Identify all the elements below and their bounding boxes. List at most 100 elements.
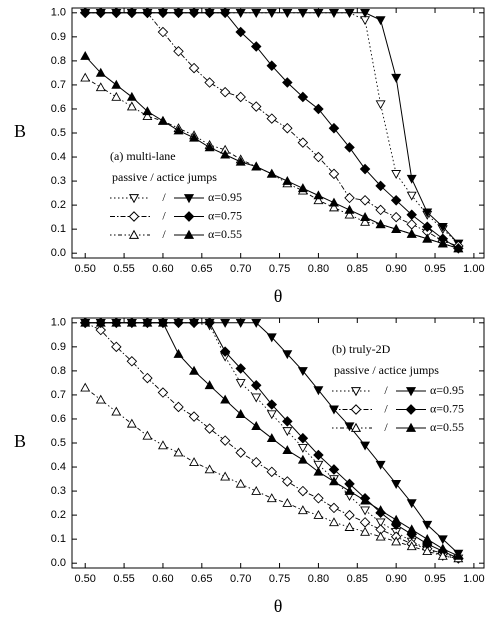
active-marker (422, 233, 433, 243)
active-marker (204, 7, 215, 19)
active-marker (390, 195, 402, 206)
passive-marker (251, 393, 262, 403)
legend-passive-marker (350, 387, 362, 397)
x-tick-label: 0.50 (75, 263, 96, 275)
passive-marker (313, 151, 324, 163)
active-marker (313, 386, 324, 396)
active-marker (250, 380, 262, 391)
active-marker (235, 26, 246, 38)
active-marker (173, 317, 184, 329)
passive-line (84, 77, 459, 249)
passive-marker (235, 478, 246, 488)
passive-marker (235, 91, 246, 103)
passive-marker (126, 356, 138, 367)
passive-marker (313, 195, 324, 205)
passive-marker (219, 435, 231, 446)
active-marker (251, 161, 262, 171)
legend-active-marker (183, 194, 195, 204)
passive-marker (157, 26, 169, 38)
passive-marker (297, 137, 309, 148)
y-tick-label: 0.7 (51, 79, 66, 91)
passive-marker (220, 471, 231, 481)
legend-separator: / (384, 420, 388, 434)
active-marker (437, 535, 448, 545)
active-marker (266, 8, 277, 18)
active-marker (375, 180, 386, 192)
active-marker (266, 399, 278, 410)
passive-marker (204, 77, 215, 88)
passive-marker (95, 82, 106, 92)
active-marker (453, 550, 464, 560)
active-marker (235, 363, 246, 374)
x-tick-label: 0.60 (152, 573, 173, 585)
active-marker (329, 197, 339, 207)
active-marker (79, 7, 91, 19)
passive-marker (406, 219, 417, 230)
active-marker (375, 219, 386, 229)
active-marker (251, 318, 262, 328)
active-marker (204, 142, 215, 152)
legend-separator: / (162, 190, 166, 204)
x-tick-label: 0.70 (230, 573, 251, 585)
passive-marker (390, 211, 402, 223)
active-marker (297, 8, 308, 18)
passive-marker (266, 410, 277, 420)
y-tick-label: 0.4 (51, 461, 66, 473)
x-tick-label: 0.75 (269, 573, 290, 585)
passive-marker (266, 466, 278, 478)
y-tick-label: 0.6 (51, 413, 66, 425)
active-marker (204, 380, 215, 390)
active-marker (189, 365, 200, 375)
active-marker (95, 317, 106, 327)
y-tick-label: 0.1 (51, 223, 66, 235)
passive-marker (142, 430, 153, 440)
active-marker (360, 8, 371, 18)
passive-marker (329, 202, 339, 212)
legend-title: passive / actice jumps (112, 170, 217, 184)
passive-marker (95, 324, 107, 336)
legend-passive-marker (128, 229, 140, 239)
active-marker (235, 409, 246, 418)
x-tick-label: 0.55 (113, 573, 134, 585)
passive-line (85, 12, 459, 247)
passive-marker (297, 443, 308, 453)
active-marker (437, 238, 448, 248)
y-tick-label: 0.8 (51, 55, 66, 67)
passive-marker (375, 204, 386, 216)
passive-marker (266, 493, 277, 503)
active-marker (375, 505, 386, 515)
x-tick-label: 1.00 (463, 573, 484, 585)
x-tick-label: 0.80 (308, 263, 329, 275)
active-line (85, 12, 459, 249)
active-marker (95, 7, 107, 19)
x-tick-label: 0.55 (113, 263, 134, 275)
active-marker (235, 318, 246, 328)
active-marker (360, 212, 371, 221)
active-marker (142, 106, 153, 116)
active-marker (251, 8, 262, 18)
active-marker (251, 421, 262, 430)
active-marker (406, 228, 417, 238)
passive-marker (297, 505, 308, 515)
passive-marker (313, 493, 324, 504)
passive-marker (328, 168, 340, 180)
active-marker (173, 348, 184, 358)
active-marker (157, 317, 168, 327)
x-tick-label: 0.65 (191, 573, 212, 585)
passive-marker (360, 216, 371, 226)
passive-marker (235, 379, 246, 389)
legend-active-marker (405, 422, 417, 432)
active-marker (282, 77, 293, 88)
active-marker (344, 142, 355, 153)
active-marker (173, 125, 184, 135)
active-marker (328, 122, 340, 134)
legend-active-marker (183, 229, 195, 239)
y-tick-label: 0.2 (51, 199, 66, 211)
passive-marker (126, 418, 137, 428)
legend-active-marker (183, 211, 195, 222)
active-marker (344, 485, 355, 495)
active-marker (391, 514, 402, 524)
legend-label: α=0.75 (430, 401, 464, 415)
passive-marker (80, 382, 91, 392)
passive-marker (406, 541, 417, 551)
